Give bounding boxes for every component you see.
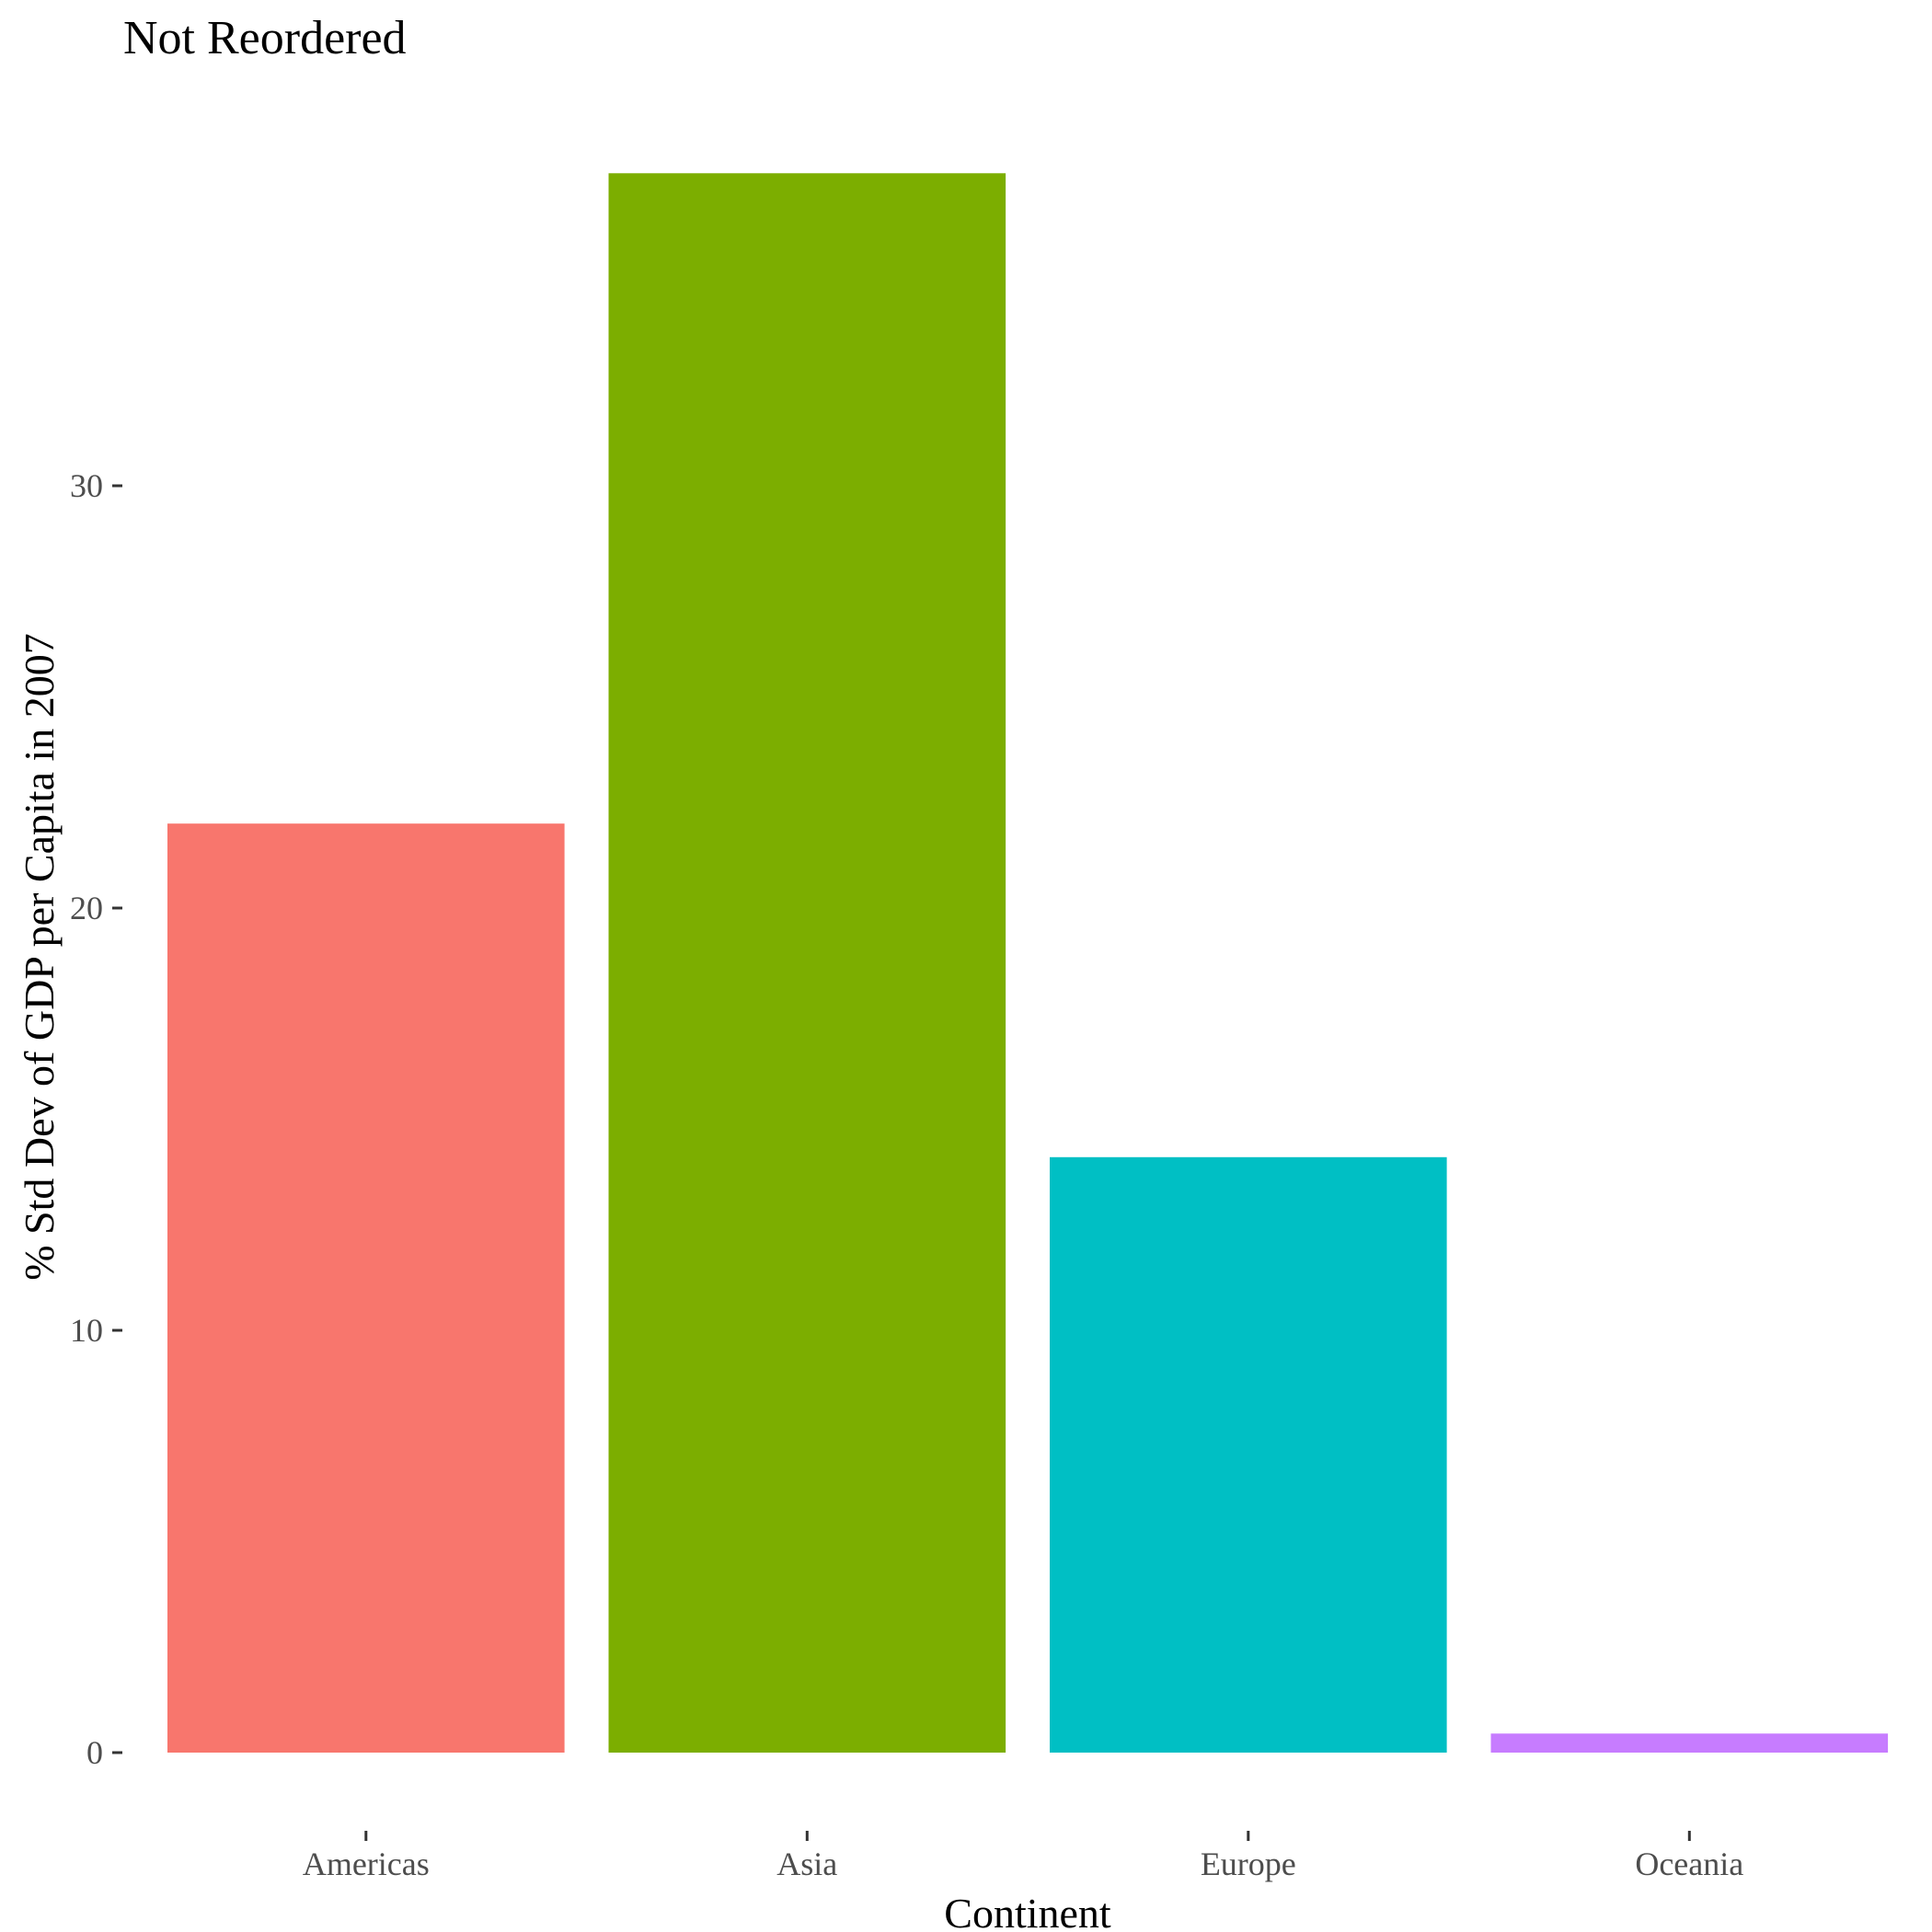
y-tick-label-10: 10 <box>70 1312 103 1349</box>
x-tick-label-asia: Asia <box>776 1846 837 1882</box>
bars-layer <box>167 173 1889 1753</box>
y-axis-title: % Std Dev of GDP per Capita in 2007 <box>16 633 63 1281</box>
x-axis: Americas Asia Europe Oceania <box>303 1831 1743 1882</box>
chart-title: Not Reordered <box>123 12 407 64</box>
bar-asia <box>608 173 1006 1753</box>
bar-europe <box>1050 1156 1447 1753</box>
y-tick-label-30: 30 <box>70 467 103 504</box>
x-tick-label-europe: Europe <box>1201 1846 1296 1882</box>
bar-oceania <box>1490 1733 1889 1753</box>
y-tick-label-20: 20 <box>70 890 103 926</box>
x-axis-title: Continent <box>944 1890 1111 1932</box>
x-tick-label-oceania: Oceania <box>1635 1846 1743 1882</box>
x-tick-label-americas: Americas <box>303 1846 430 1882</box>
y-axis: 0 10 20 30 <box>70 467 122 1771</box>
bar-americas <box>167 823 565 1753</box>
y-tick-label-0: 0 <box>86 1734 103 1771</box>
